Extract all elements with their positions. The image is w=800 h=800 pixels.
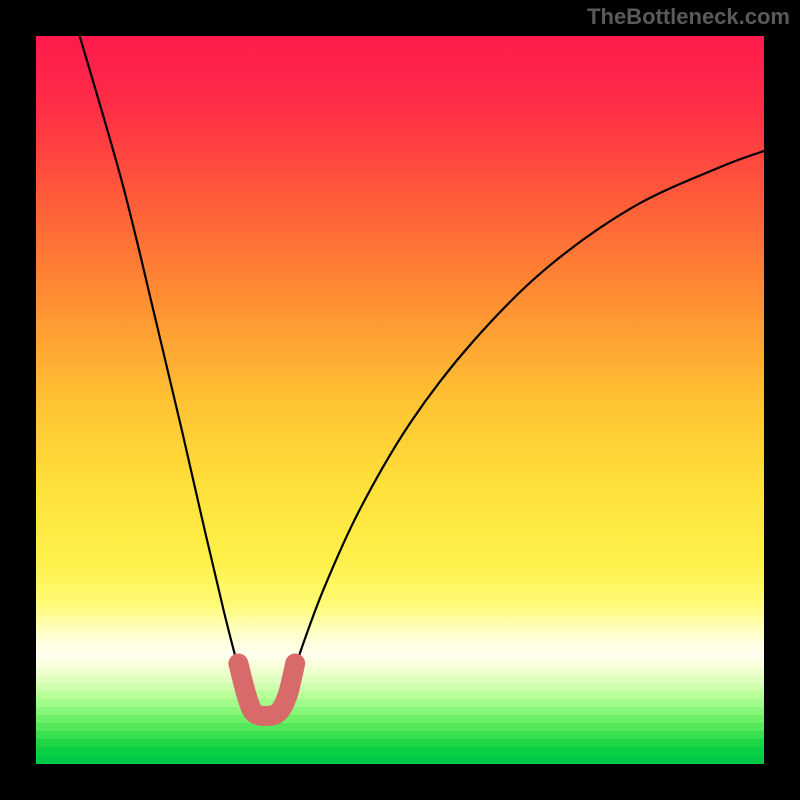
chart-container: { "watermark": { "text": "TheBottleneck.… [0,0,800,800]
dip-u-marker [238,664,295,717]
watermark-text: TheBottleneck.com [587,4,790,30]
v-curve-right-branch [287,151,764,695]
v-curve-left-branch [80,36,247,695]
plot-area [36,36,764,764]
curve-layer [36,36,764,764]
